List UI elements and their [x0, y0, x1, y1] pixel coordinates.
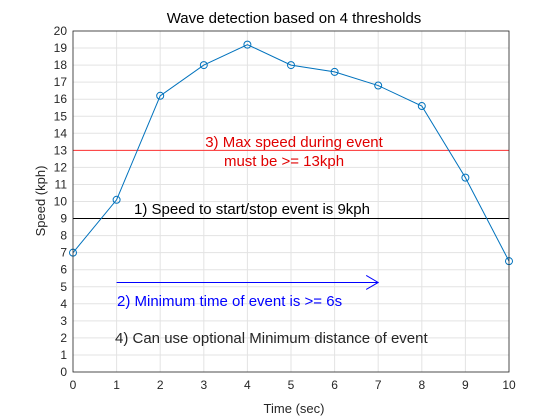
y-tick-label: 6 [60, 263, 67, 277]
plot-frame [72, 30, 510, 373]
y-tick-label: 17 [54, 75, 68, 89]
x-tick-label: 8 [418, 378, 425, 392]
y-tick-label: 14 [54, 126, 68, 140]
speed-data-point [417, 102, 426, 111]
annotation-max-speed-line-2: must be >= 13kph [224, 153, 344, 170]
x-tick-label: 6 [331, 378, 338, 392]
speed-data-point [199, 61, 208, 70]
y-tick-label: 7 [60, 246, 67, 260]
y-tick-label: 9 [60, 212, 67, 226]
x-tick-label: 1 [113, 378, 120, 392]
y-tick-label: 8 [60, 229, 67, 243]
x-tick-label: 2 [157, 378, 164, 392]
y-tick-label: 18 [54, 58, 68, 72]
speed-data-point [156, 91, 165, 100]
speed-data-point [287, 61, 295, 70]
x-tick-label: 7 [375, 378, 382, 392]
y-tick-label: 0 [60, 365, 67, 379]
reference-lines [73, 149, 509, 220]
annotation-max-speed-line-1: 3) Max speed during event [205, 134, 383, 151]
y-tick-label: 15 [54, 109, 68, 123]
y-tick-label: 16 [54, 92, 68, 106]
x-tick-label: 9 [462, 378, 469, 392]
y-tick-label: 19 [54, 41, 68, 55]
y-tick-label: 4 [60, 297, 67, 311]
speed-data-point [112, 195, 121, 204]
y-tick-label: 20 [54, 24, 68, 38]
y-tick-label: 11 [55, 177, 68, 191]
x-tick-label: 5 [288, 378, 295, 392]
arrow-head [365, 275, 380, 290]
x-axis-label: Time (sec) [264, 401, 325, 416]
y-tick-label: 13 [54, 143, 68, 157]
chart-title: Wave detection based on 4 thresholds [167, 10, 422, 27]
arrow-layer [116, 275, 380, 290]
speed-data-point [330, 67, 339, 76]
annotation-start-stop-speed: 1) Speed to start/stop event is 9kph [134, 201, 370, 218]
y-tick-label: 2 [60, 331, 67, 345]
speed-series-line [72, 44, 510, 262]
speed-data-point [461, 173, 470, 182]
annotation-minimum-time: 2) Minimum time of event is >= 6s [117, 293, 342, 310]
annotation-minimum-distance: 4) Can use optional Minimum distance of … [115, 330, 428, 347]
y-tick-label: 10 [54, 195, 68, 209]
y-axis-label: Speed (kph) [33, 166, 48, 237]
speed-data-point [374, 81, 383, 90]
y-tick-label: 3 [60, 314, 67, 328]
y-tick-label: 1 [60, 348, 67, 362]
x-tick-label: 4 [244, 378, 251, 392]
x-tick-label: 10 [502, 378, 516, 392]
y-tick-label: 12 [54, 160, 68, 174]
x-tick-label: 0 [70, 378, 77, 392]
x-tick-labels: 0 1 2 3 4 5 6 7 8 9 10 [70, 378, 516, 392]
speed-data-point [243, 40, 252, 49]
y-tick-label: 5 [60, 280, 67, 294]
x-tick-label: 3 [200, 378, 207, 392]
